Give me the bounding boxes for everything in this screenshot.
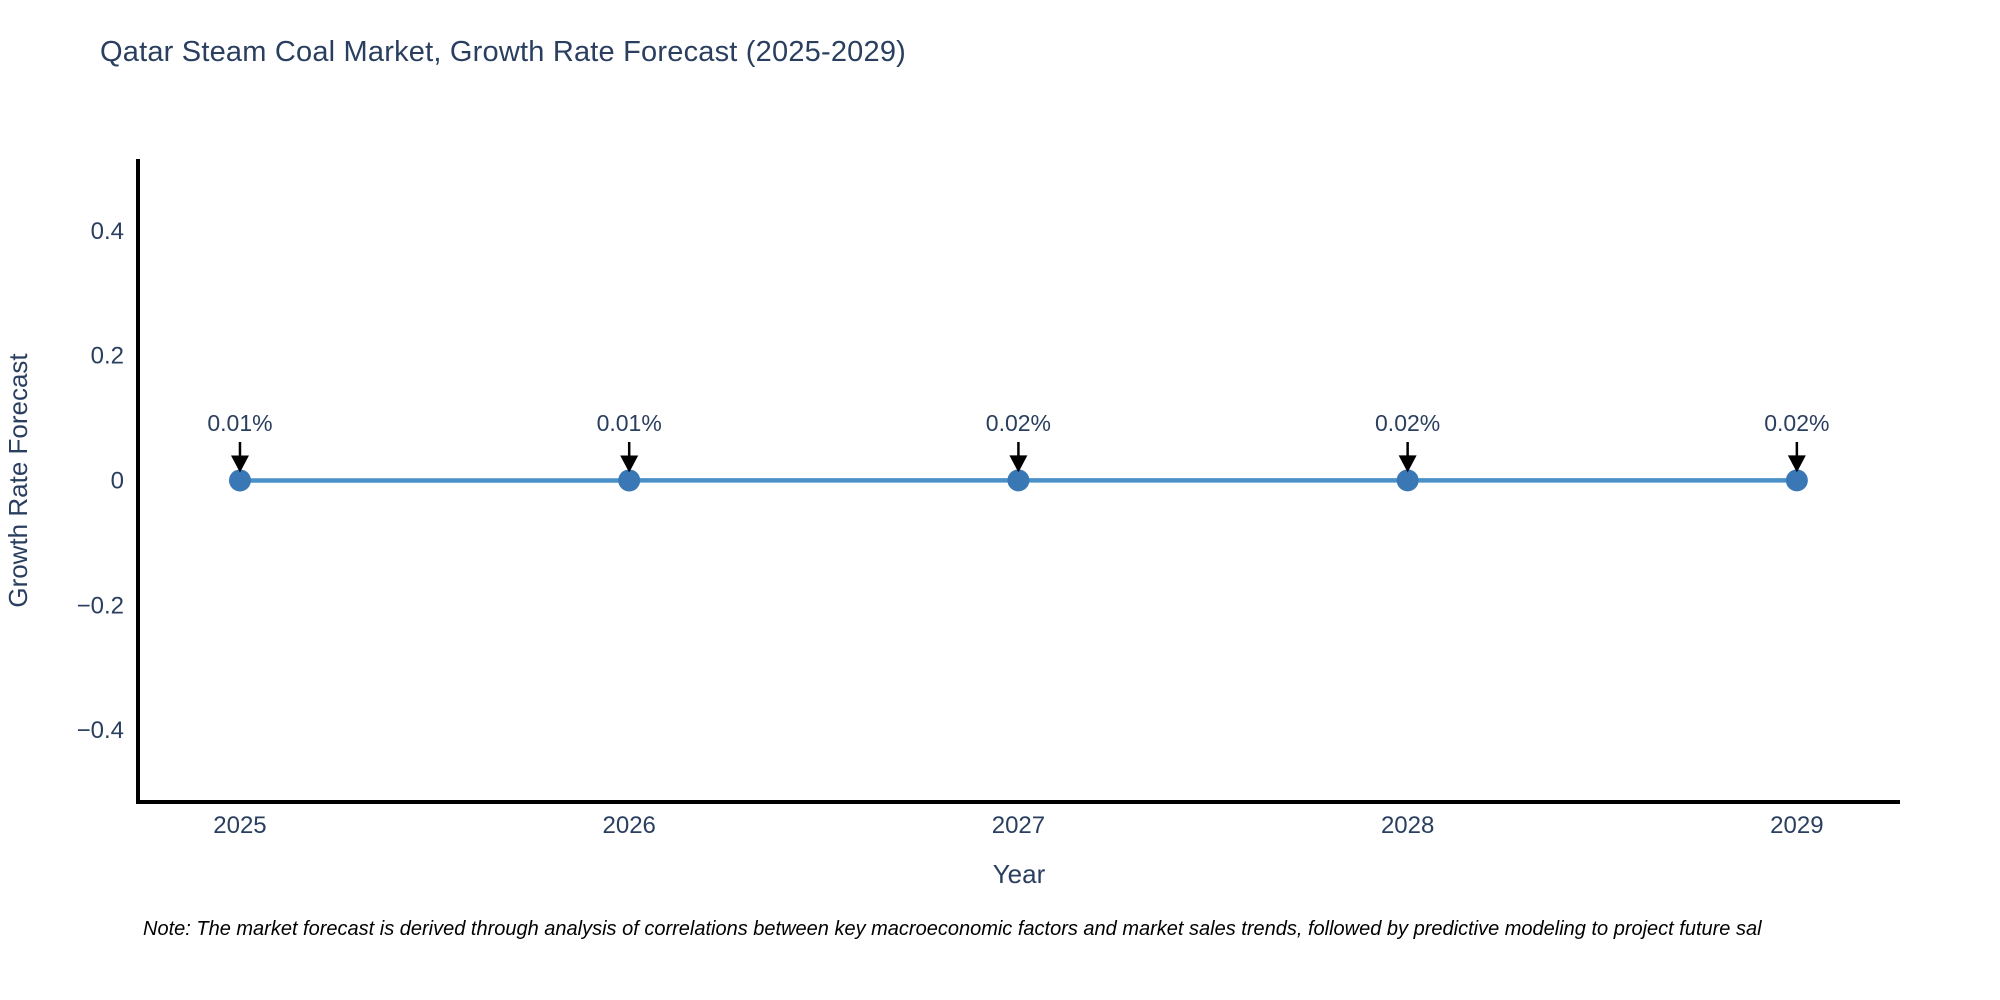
- y-tick-label: −0.4: [77, 717, 124, 744]
- x-tick-label: 2029: [1770, 812, 1823, 839]
- x-tick-label: 2026: [603, 812, 656, 839]
- data-point-2029: [1785, 469, 1808, 492]
- data-point-2026: [618, 469, 641, 492]
- data-point-2027: [1007, 469, 1030, 492]
- data-point-2028: [1396, 469, 1419, 492]
- y-tick-label: −0.2: [77, 592, 124, 619]
- point-label-2029: 0.02%: [1764, 410, 1829, 436]
- y-tick-label: 0.2: [91, 343, 124, 370]
- y-tick-label: 0: [111, 468, 124, 495]
- point-label-2026: 0.01%: [597, 410, 662, 436]
- x-tick-label: 2027: [992, 812, 1045, 839]
- annotation-arrowhead: [620, 455, 639, 473]
- chart-title: Qatar Steam Coal Market, Growth Rate For…: [100, 36, 907, 68]
- x-tick-label: 2028: [1381, 812, 1434, 839]
- y-axis-title: Growth Rate Forecast: [3, 353, 33, 608]
- annotation-arrowhead: [1009, 455, 1028, 473]
- x-tick-label: 2025: [213, 812, 266, 839]
- x-axis-title: Year: [993, 859, 1046, 889]
- point-label-2028: 0.02%: [1375, 410, 1440, 436]
- footnote: Note: The market forecast is derived thr…: [143, 918, 1762, 940]
- point-label-2025: 0.01%: [207, 410, 272, 436]
- y-tick-label: 0.4: [91, 218, 124, 245]
- annotation-arrowhead: [1787, 455, 1806, 473]
- annotation-arrowhead: [230, 455, 249, 473]
- annotation-arrowhead: [1398, 455, 1417, 473]
- data-point-2025: [228, 469, 251, 492]
- point-label-2027: 0.02%: [986, 410, 1051, 436]
